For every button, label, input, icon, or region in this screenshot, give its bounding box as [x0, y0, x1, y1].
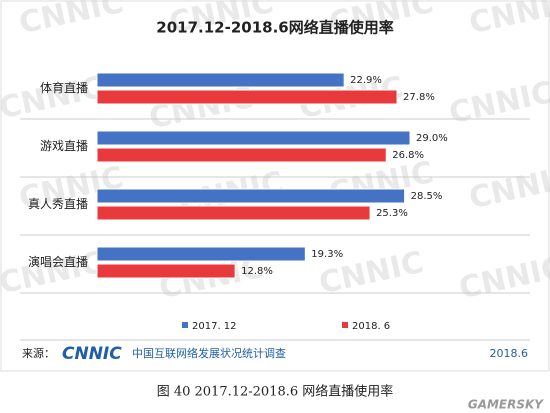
legend-swatch: [182, 322, 188, 328]
category-label: 演唱会直播: [28, 254, 88, 269]
bar: [96, 263, 236, 279]
source-date: 2018.6: [490, 347, 529, 360]
value-label: 25.3%: [376, 208, 408, 219]
source-logo: CNNIC: [62, 344, 122, 364]
legend-swatch: [342, 322, 348, 328]
caption: 图 40 2017.12-2018.6 网络直播使用率: [157, 384, 394, 400]
legend-label: 2017. 12: [192, 321, 237, 332]
source-label: 来源：: [22, 346, 55, 360]
category-label: 真人秀直播: [28, 197, 88, 211]
legend-label: 2018. 6: [352, 321, 390, 332]
category-label: 体育直播: [40, 80, 88, 95]
source-text: 中国互联网络发展状况统计调查: [132, 346, 286, 360]
bar: [96, 205, 371, 221]
bar: [96, 246, 306, 262]
bar: [96, 89, 398, 105]
value-label: 27.8%: [403, 92, 435, 103]
bar: [96, 130, 411, 146]
value-label: 29.0%: [416, 133, 448, 144]
value-label: 26.8%: [392, 150, 424, 161]
value-label: 19.3%: [311, 249, 343, 260]
value-label: 28.5%: [411, 191, 443, 202]
site-watermark: GAMERSKY: [468, 398, 544, 412]
bar: [96, 147, 387, 163]
chart-title: 2017.12-2018.6网络直播使用率: [156, 19, 393, 37]
chart-frame: [0, 0, 550, 372]
bar: [96, 188, 406, 204]
bar: [96, 72, 345, 88]
category-label: 游戏直播: [40, 139, 88, 153]
value-label: 22.9%: [350, 75, 382, 86]
value-label: 12.8%: [241, 266, 273, 277]
